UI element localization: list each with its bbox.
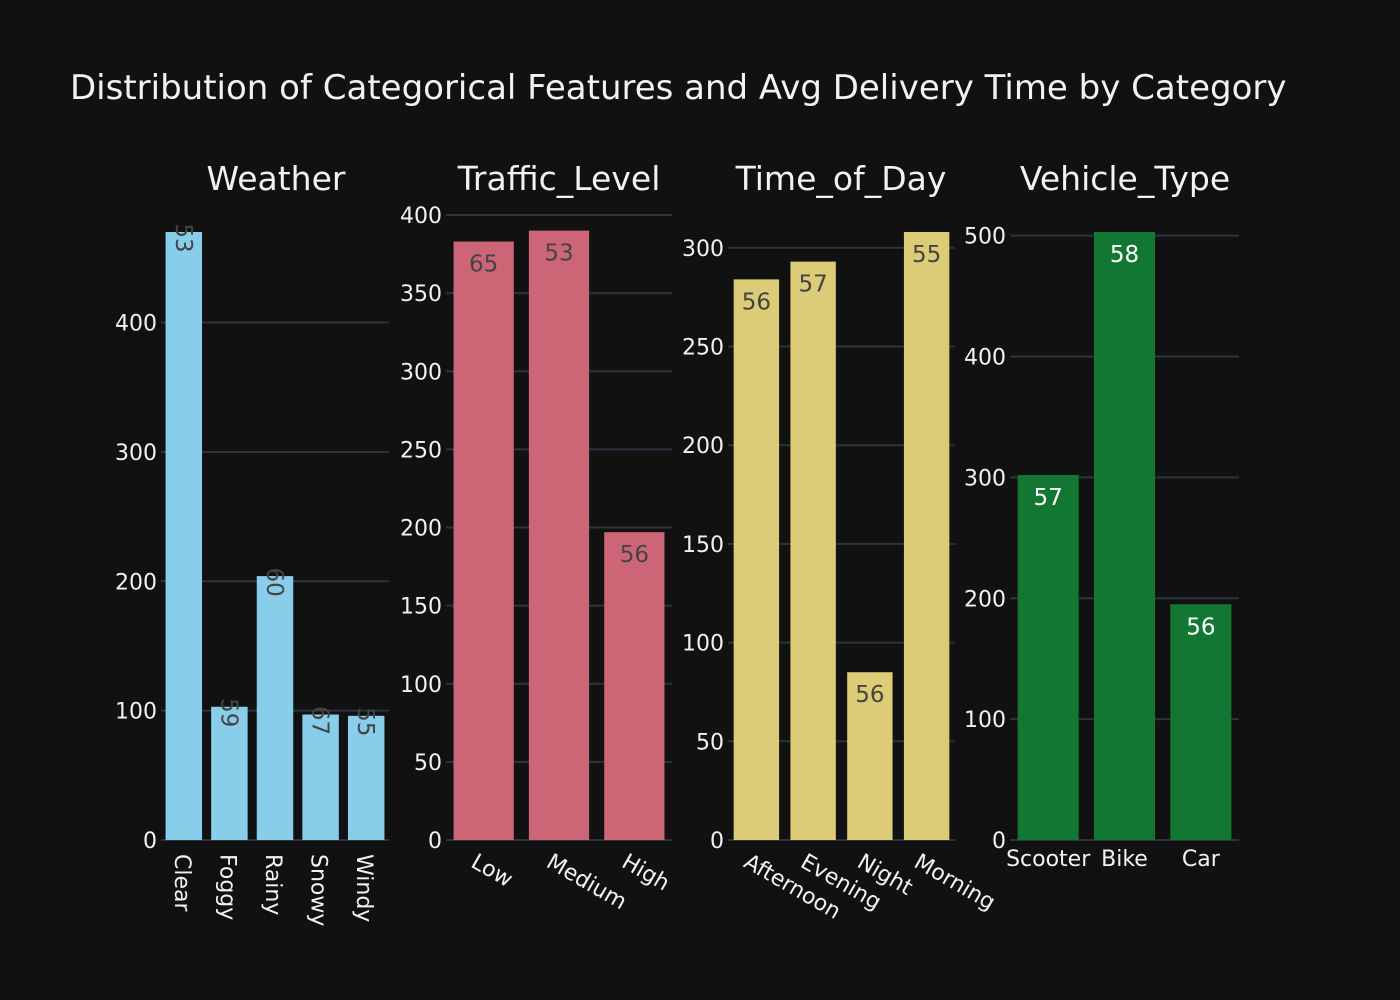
y-tick-label: 200 xyxy=(400,517,442,542)
x-tick-label: Morning xyxy=(910,850,1000,916)
bar xyxy=(453,241,514,840)
x-tick-label: Clear xyxy=(169,854,194,912)
chart-title: Distribution of Categorical Features and… xyxy=(70,68,1286,108)
data-label: 56 xyxy=(742,289,771,315)
y-tick-label: 300 xyxy=(682,237,724,262)
data-label: 55 xyxy=(912,242,941,268)
bar xyxy=(302,714,339,840)
panel-2: Time_of_Day05010015020025030056Afternoon… xyxy=(682,159,999,925)
x-tick-label: Medium xyxy=(542,850,631,916)
x-tick-label: Rainy xyxy=(260,854,285,915)
bar xyxy=(256,576,294,840)
bar xyxy=(1093,232,1156,840)
y-tick-label: 0 xyxy=(428,829,442,854)
x-tick-label: Snowy xyxy=(306,854,331,926)
panel-title: Time_of_Day xyxy=(735,159,947,198)
data-label: 56 xyxy=(620,542,649,568)
y-tick-label: 250 xyxy=(400,438,442,463)
data-label: 53 xyxy=(170,223,196,252)
panel-title: Vehicle_Type xyxy=(1020,159,1230,198)
data-label: 56 xyxy=(855,682,884,708)
y-tick-label: 150 xyxy=(682,533,724,558)
bar xyxy=(790,261,836,841)
x-tick-label: High xyxy=(617,850,673,897)
y-tick-label: 350 xyxy=(400,282,442,307)
data-label: 67 xyxy=(307,706,333,735)
x-tick-label: Car xyxy=(1182,847,1221,872)
panel-3: Vehicle_Type 0 100 200 300 400 500 57 Scooter 58 B… xyxy=(964,159,1239,872)
y-tick-label: 200 xyxy=(115,570,157,595)
y-tick-label: 50 xyxy=(696,730,724,755)
y-tick-label: 200 xyxy=(682,434,724,459)
y-tick-label: 200 xyxy=(964,587,1006,612)
y-tick-label: 100 xyxy=(115,700,157,725)
x-tick-label: Bike xyxy=(1101,847,1148,872)
x-tick-label: Low xyxy=(467,850,517,893)
y-tick-label: 300 xyxy=(964,466,1006,491)
bar xyxy=(347,715,385,840)
y-tick-label: 0 xyxy=(710,829,724,854)
y-tick-label: 300 xyxy=(400,360,442,385)
data-label: 53 xyxy=(544,241,573,267)
data-label: 56 xyxy=(1186,614,1215,640)
bar xyxy=(604,532,665,840)
y-tick-label: 500 xyxy=(964,225,1006,250)
data-label: 65 xyxy=(469,252,498,278)
panel-0: Weather 0 100 200 300 400 53 Clear 59 Foggy 60 Rain… xyxy=(115,159,389,926)
y-tick-label: 400 xyxy=(400,204,442,229)
panel-1: Traffic_Level 0 50 100 150 200 250 300 350 400 65 L… xyxy=(400,159,674,915)
y-tick-label: 400 xyxy=(964,346,1006,371)
y-tick-label: 0 xyxy=(143,829,157,854)
bar xyxy=(211,706,248,840)
data-label: 57 xyxy=(1034,485,1063,511)
bar xyxy=(1017,474,1079,840)
data-label: 55 xyxy=(352,707,378,736)
bar xyxy=(528,230,590,840)
x-tick-label: Scooter xyxy=(1006,847,1091,872)
panel-title: Traffic_Level xyxy=(457,159,661,198)
bar xyxy=(1170,604,1232,840)
y-tick-label: 400 xyxy=(115,312,157,337)
y-tick-label: 0 xyxy=(992,829,1006,854)
chart-panels: Weather 0 100 200 300 400 53 Clear 59 Foggy 60 Rain… xyxy=(115,159,1239,926)
data-label: 57 xyxy=(798,272,827,298)
data-label: 58 xyxy=(1110,242,1139,268)
data-label: 59 xyxy=(215,698,241,727)
bar xyxy=(903,232,950,840)
bar xyxy=(165,232,203,840)
y-tick-label: 100 xyxy=(400,673,442,698)
panel-title: Weather xyxy=(207,159,346,198)
y-tick-label: 300 xyxy=(115,441,157,466)
data-label: 60 xyxy=(261,567,287,596)
bar xyxy=(847,672,893,840)
y-tick-label: 100 xyxy=(964,708,1006,733)
y-tick-label: 100 xyxy=(682,632,724,657)
y-tick-label: 150 xyxy=(400,595,442,620)
bar xyxy=(733,279,780,841)
x-tick-label: Windy xyxy=(351,854,376,922)
y-tick-label: 250 xyxy=(682,335,724,360)
y-tick-label: 50 xyxy=(414,751,442,776)
x-tick-label: Foggy xyxy=(214,854,239,920)
